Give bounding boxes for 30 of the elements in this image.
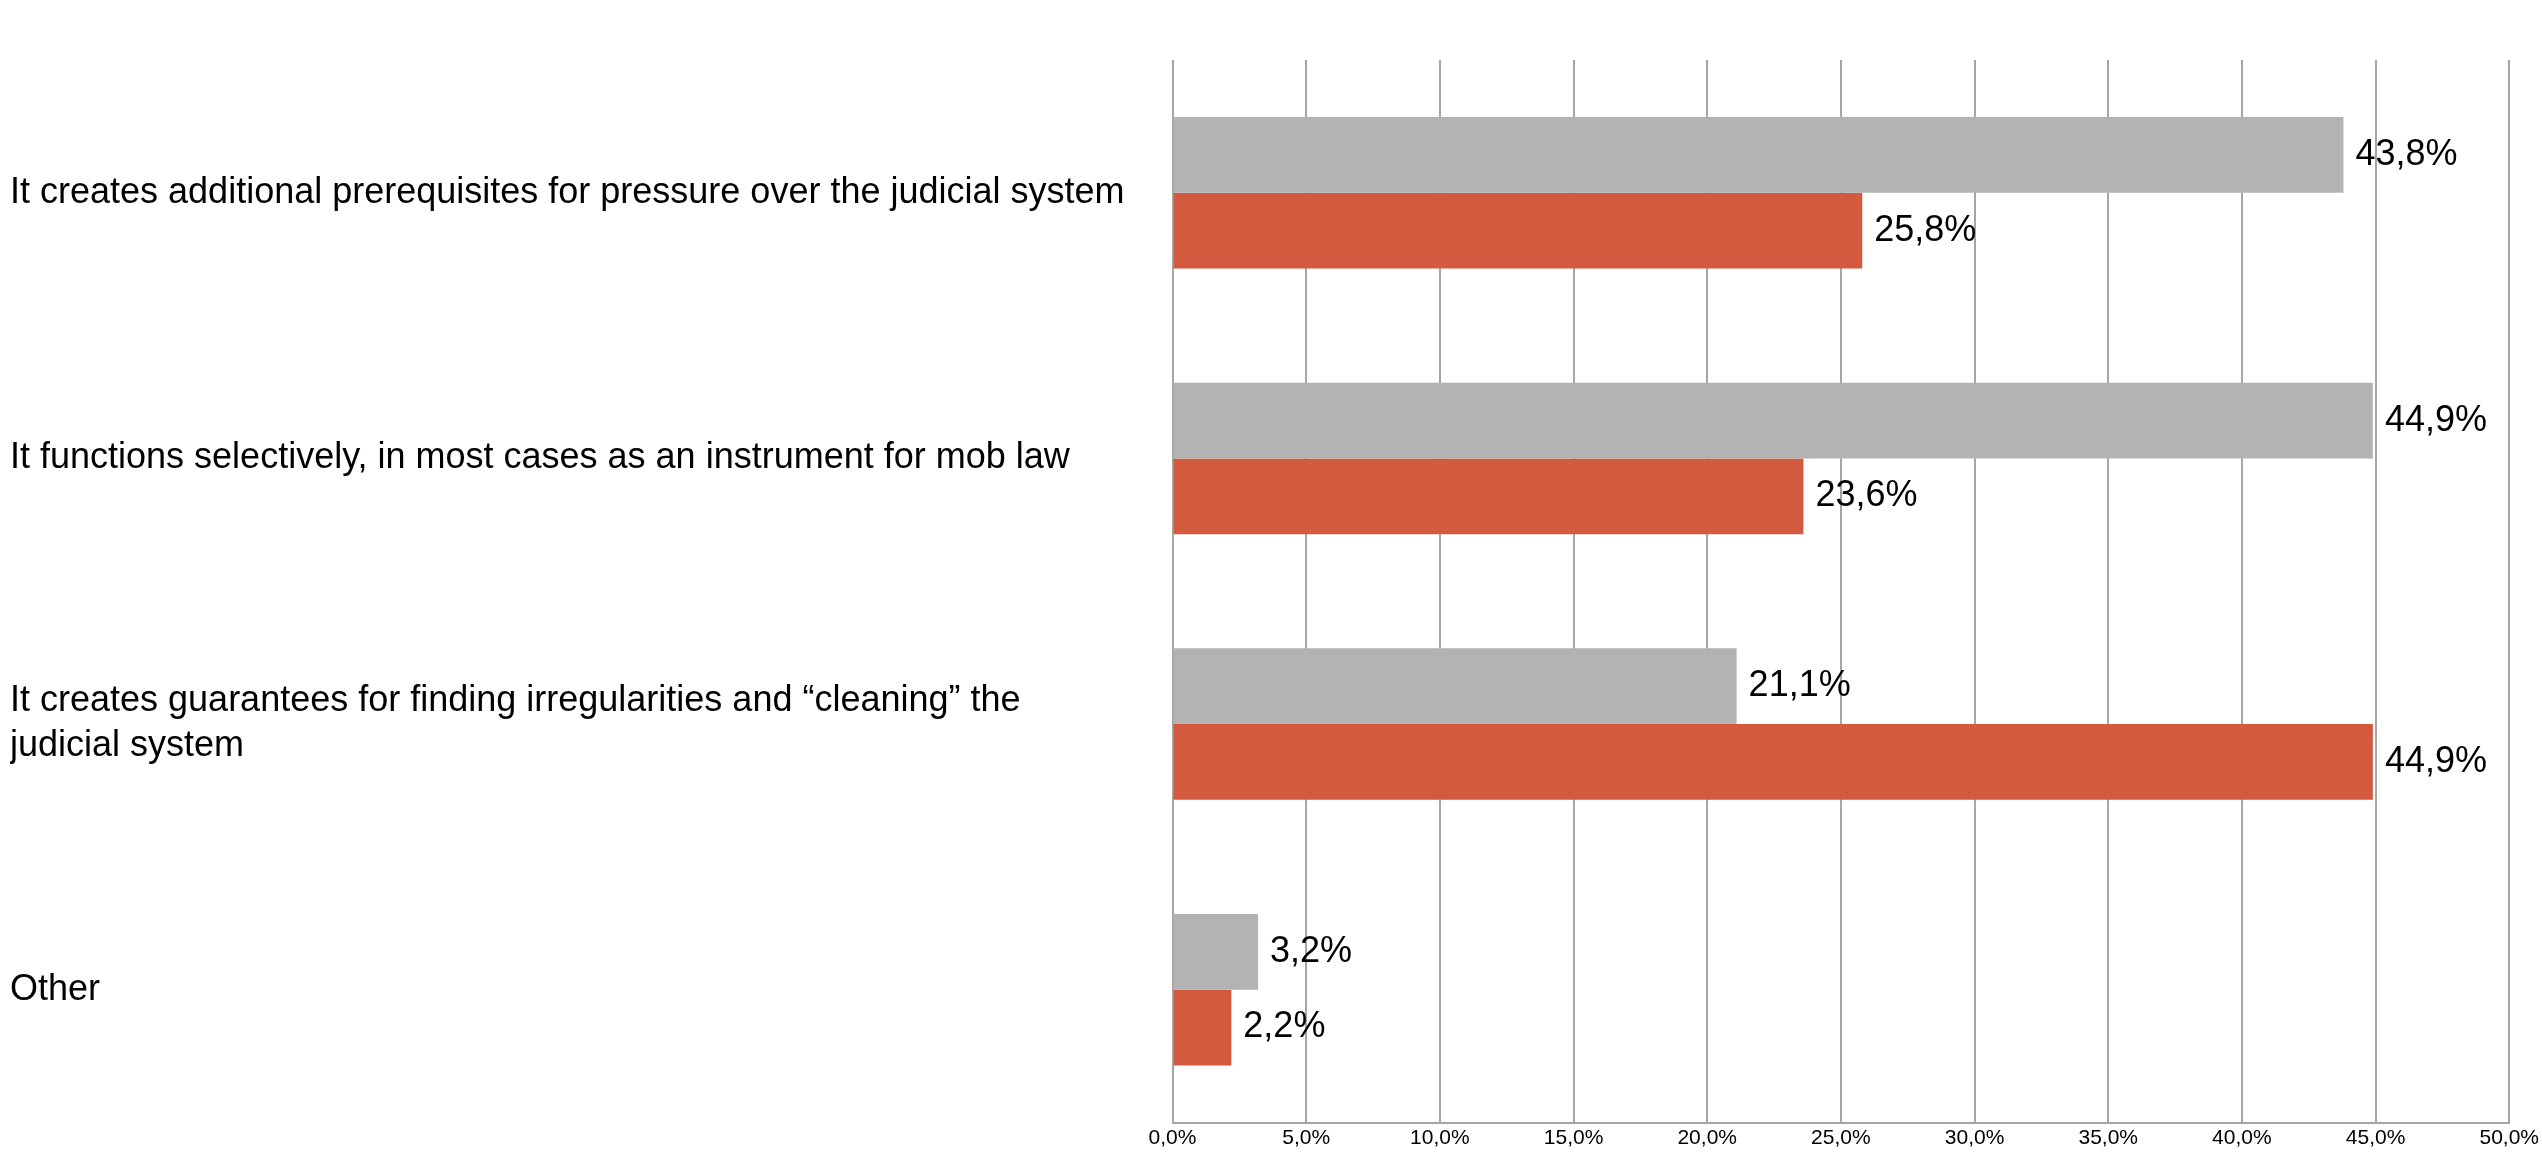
y-tick-label: It functions selectively, in most cases as an instrument for mob law bbox=[10, 435, 1071, 477]
data-label: 21,1% bbox=[1748, 663, 1851, 705]
bar bbox=[1173, 724, 2373, 800]
x-tick-label: 35,0% bbox=[2078, 1124, 2138, 1148]
data-label: 25,8% bbox=[1874, 207, 1977, 249]
x-tick-label: 0,0% bbox=[1148, 1124, 1197, 1148]
bar bbox=[1173, 117, 2344, 193]
x-tick-label: 40,0% bbox=[2212, 1124, 2272, 1148]
bar bbox=[1173, 913, 1259, 990]
data-label: 23,6% bbox=[1815, 473, 1918, 515]
data-label: 44,9% bbox=[2384, 397, 2487, 439]
bar bbox=[1173, 989, 1232, 1066]
y-tick-label: It creates additional prerequisites for pressure over the judicial system bbox=[10, 169, 1125, 211]
bar bbox=[1173, 192, 1863, 269]
data-label: 3,2% bbox=[1270, 928, 1353, 970]
bar bbox=[1173, 382, 2373, 459]
data-label: 43,8% bbox=[2355, 131, 2458, 173]
x-tick-label: 45,0% bbox=[2345, 1124, 2406, 1148]
x-tick-label: 10,0% bbox=[1410, 1124, 1470, 1148]
data-label: 44,9% bbox=[2384, 738, 2487, 780]
x-tick-label: 5,0% bbox=[1282, 1124, 1331, 1148]
bar bbox=[1173, 458, 1804, 535]
x-tick-label: 50,0% bbox=[2479, 1124, 2539, 1148]
bar bbox=[1173, 648, 1737, 725]
x-tick-label: 15,0% bbox=[1543, 1124, 1604, 1148]
x-tick-label: 25,0% bbox=[1811, 1124, 1871, 1148]
x-tick-label: 20,0% bbox=[1677, 1124, 1737, 1148]
y-tick-label: Other bbox=[10, 966, 101, 1008]
x-tick-label: 30,0% bbox=[1944, 1124, 2005, 1148]
data-label: 2,2% bbox=[1243, 1004, 1326, 1046]
